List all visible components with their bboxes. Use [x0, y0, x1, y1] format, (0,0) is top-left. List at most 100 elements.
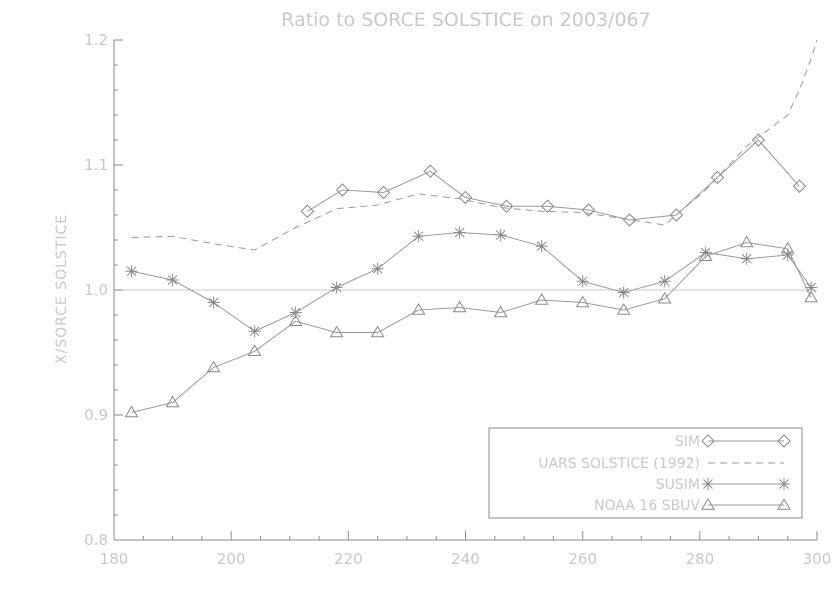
x-tick-label: 180: [100, 550, 129, 568]
asterisk-marker-path: [453, 226, 466, 239]
sim-point: [458, 190, 473, 205]
legend-box: [488, 427, 803, 519]
x-tick-label: 200: [217, 550, 246, 568]
sim-point: [792, 179, 807, 193]
noaa-16-sbuv-point: [739, 235, 754, 248]
sim-line: [307, 139, 800, 221]
asterisk-marker-path: [289, 306, 302, 319]
asterisk-marker-path: [805, 281, 818, 294]
legend-label-uars-solstice-1992: UARS SOLSTICE (1992): [538, 456, 700, 472]
susim-point: [248, 325, 261, 338]
legend: SIM UARS SOLSTICE (1992) SUSIM NOAA 16 SBUV: [488, 427, 803, 519]
susim-point: [617, 286, 630, 299]
asterisk-marker-path: [702, 478, 714, 490]
sim-point: [751, 133, 766, 147]
asterisk-marker-path: [617, 286, 630, 299]
susim-point: [330, 281, 343, 294]
legend-marker-noaa-16-sbuv: [777, 498, 791, 510]
asterisk-marker-path: [330, 281, 343, 294]
sim-point: [300, 204, 315, 218]
susim-point: [658, 275, 671, 288]
susim-point: [576, 275, 589, 288]
y-axis-label: X/SORCE SOLSTICE: [54, 214, 70, 364]
susim-point: [412, 230, 425, 243]
noaa-16-sbuv-point: [452, 300, 467, 313]
susim-point: [535, 240, 548, 253]
noaa-16-sbuv-point: [165, 395, 180, 408]
noaa-16-sbuv-point: [288, 314, 303, 326]
legend-marker-sim: [701, 434, 715, 448]
x-tick-label: 240: [451, 550, 480, 568]
chart-title: Ratio to SORCE SOLSTICE on 2003/067: [281, 9, 650, 31]
sim-point: [423, 164, 438, 178]
asterisk-marker-path: [412, 230, 425, 243]
plot-area: 180 200 220 240 260 280 300 0.8 0.9 1.0 1.1 1.2: [84, 31, 831, 568]
asterisk-marker-path: [207, 296, 220, 309]
x-tick-label: 280: [686, 550, 715, 568]
legend-marker-sim: [777, 434, 791, 448]
susim-point: [781, 249, 794, 261]
sim-point: [540, 199, 555, 213]
asterisk-marker-path: [576, 275, 589, 288]
y-tick-label: 1.1: [84, 156, 108, 174]
x-tick-label: 220: [334, 550, 363, 568]
noaa-16-sbuv-point: [698, 249, 713, 261]
series-noaa-16-sbuv: [124, 235, 819, 418]
susim-point: [740, 252, 753, 265]
susim-point: [699, 246, 712, 259]
legend-marker-susim: [778, 478, 790, 490]
asterisk-marker-path: [494, 229, 507, 241]
noaa-16-sbuv-point: [370, 325, 385, 338]
asterisk-marker-path: [699, 246, 712, 259]
series-uars-solstice-1992: [131, 39, 818, 251]
asterisk-marker-path: [125, 265, 138, 278]
asterisk-marker-path: [248, 325, 261, 338]
legend-marker-susim: [702, 478, 714, 490]
noaa-16-sbuv-point: [804, 290, 819, 303]
susim-point: [371, 262, 384, 275]
sim-point: [376, 185, 391, 200]
legend-marker-noaa-16-sbuv: [701, 498, 715, 510]
asterisk-marker-path: [658, 275, 671, 288]
noaa-16-sbuv-point: [124, 405, 139, 418]
asterisk-marker-path: [781, 249, 794, 261]
susim-point: [207, 296, 220, 309]
noaa-16-sbuv-point: [616, 303, 631, 315]
series-susim: [125, 226, 818, 338]
susim-point: [494, 229, 507, 241]
susim-point: [805, 281, 818, 294]
sim-point: [710, 170, 725, 185]
noaa-16-sbuv-line: [131, 241, 812, 413]
noaa-16-sbuv-point: [247, 344, 262, 356]
asterisk-marker-path: [371, 262, 384, 275]
noaa-16-sbuv-point: [411, 303, 426, 315]
asterisk-marker-path: [535, 240, 548, 253]
susim-point: [453, 226, 466, 239]
asterisk-marker-path: [778, 478, 790, 490]
sim-point: [581, 203, 596, 217]
y-tick-label: 0.9: [84, 406, 108, 424]
y-tick-label: 0.8: [84, 531, 108, 549]
sim-point: [335, 183, 350, 197]
susim-point: [289, 306, 302, 319]
legend-label-noaa-16-sbuv: NOAA 16 SBUV: [594, 498, 700, 514]
noaa-16-sbuv-point: [534, 293, 549, 305]
susim-line: [131, 231, 812, 332]
legend-label-sim: SIM: [675, 434, 700, 450]
asterisk-marker-path: [166, 274, 179, 286]
series-sim: [300, 133, 807, 227]
noaa-16-sbuv-point: [329, 325, 344, 338]
sim-point: [622, 213, 637, 227]
legend-label-susim: SUSIM: [656, 477, 700, 493]
y-tick-label: 1.2: [84, 31, 108, 49]
noaa-16-sbuv-point: [493, 305, 508, 318]
asterisk-marker-path: [740, 252, 753, 265]
x-tick-label: 300: [803, 550, 832, 568]
susim-point: [125, 265, 138, 278]
y-tick-label: 1.0: [84, 281, 108, 299]
noaa-16-sbuv-point: [575, 295, 590, 308]
noaa-16-sbuv-point: [657, 291, 672, 304]
noaa-16-sbuv-point: [780, 241, 795, 254]
sim-point: [669, 208, 684, 222]
